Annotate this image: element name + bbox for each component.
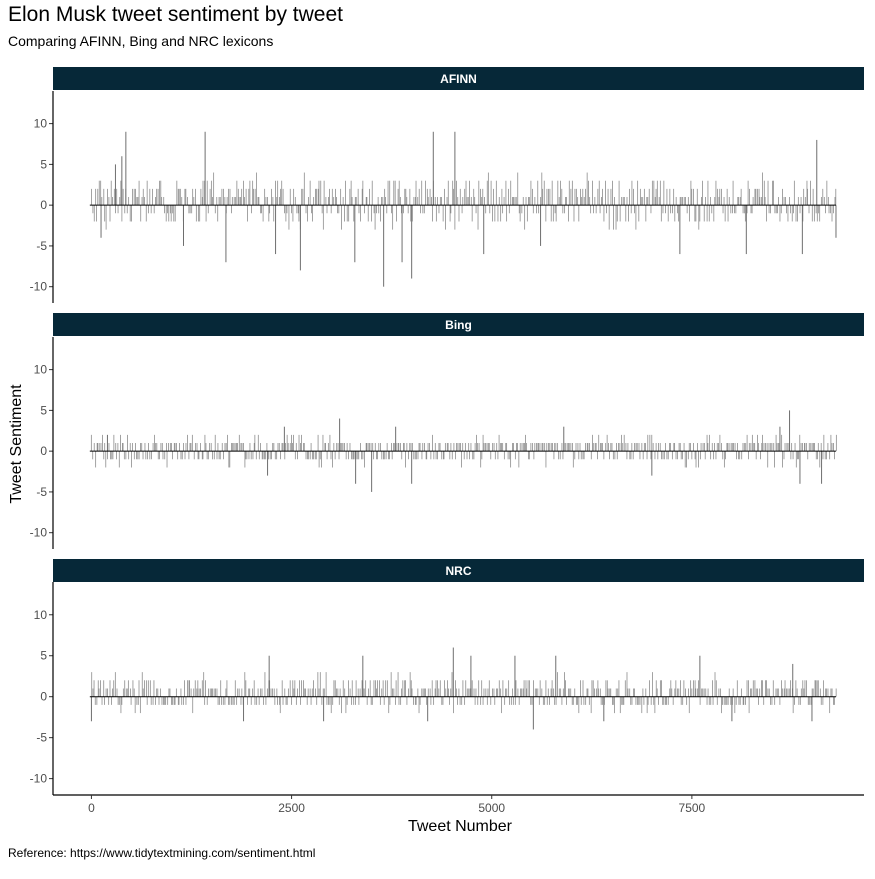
x-tick-label: 0: [88, 801, 95, 815]
facet-strip-label: AFINN: [440, 72, 477, 86]
y-tick-label: 5: [40, 649, 47, 663]
x-axis: 0 2500 5000 7500: [53, 794, 864, 815]
y-tick-label: -10: [30, 526, 48, 540]
chart-subtitle: Comparing AFINN, Bing and NRC lexicons: [8, 33, 274, 49]
y-tick-label: 5: [40, 403, 47, 417]
x-tick-label: 2500: [278, 801, 305, 815]
facet-strip-label: NRC: [446, 564, 472, 578]
y-tick-label: 5: [40, 157, 47, 171]
y-tick-label: 10: [34, 117, 48, 131]
facet-strip: [53, 67, 864, 90]
x-tick-label: 5000: [478, 801, 505, 815]
y-tick-label: -10: [30, 280, 48, 294]
y-tick-label: 0: [40, 444, 47, 458]
y-tick-label: 0: [40, 690, 47, 704]
reference-caption: Reference: https://www.tidytextmining.co…: [8, 846, 316, 860]
facet-nrc: NRC -10 -5 0 5 10: [30, 559, 864, 795]
facet-strip: [53, 559, 864, 582]
y-tick-label: -10: [30, 772, 48, 786]
y-tick-label: 10: [34, 363, 48, 377]
facet-bing: Bing -10 -5 0 5 10: [30, 313, 864, 549]
x-tick-label: 7500: [679, 801, 706, 815]
sentiment-bars: [90, 647, 837, 730]
chart-title: Elon Musk tweet sentiment by tweet: [8, 3, 343, 26]
sentiment-bars: [91, 131, 837, 287]
facet-afinn: AFINN -10 -5 0 5 10: [30, 67, 864, 303]
y-tick-label: -5: [36, 485, 47, 499]
y-tick-label: 10: [34, 608, 48, 622]
facet-panels: AFINN -10 -5 0 5 10 Bing -10 -5 0 5 10 NRC -10 -5 0 5 10: [30, 67, 864, 795]
y-axis-title: Tweet Sentiment: [8, 384, 25, 504]
y-tick-label: 0: [40, 198, 47, 212]
facet-strip-label: Bing: [445, 318, 472, 332]
x-axis-title: Tweet Number: [408, 818, 513, 835]
y-tick-label: -5: [36, 731, 47, 745]
sentiment-bars: [90, 410, 837, 492]
facet-strip: [53, 313, 864, 336]
y-tick-label: -5: [36, 239, 47, 253]
